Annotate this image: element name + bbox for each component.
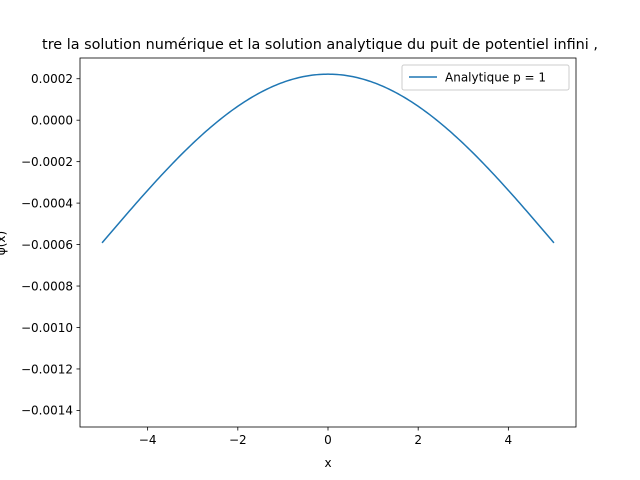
- series-line: [101, 73, 555, 244]
- x-tick-label: −2: [229, 433, 247, 447]
- x-tick-label: 2: [414, 433, 422, 447]
- y-tick-label: −0.0012: [21, 362, 73, 376]
- y-tick-label: −0.0004: [21, 196, 73, 210]
- x-tick-label: 0: [324, 433, 332, 447]
- x-axis-label: x: [324, 456, 331, 470]
- legend-frame: [401, 64, 570, 91]
- y-tick-label: −0.0002: [21, 155, 73, 169]
- chart-title: tre la solution numérique et la solution…: [42, 37, 598, 53]
- series-layer: [101, 73, 555, 244]
- legend: Analytique p = 1: [401, 64, 570, 91]
- legend-label: Analytique p = 1: [445, 71, 546, 85]
- x-tick-label: −4: [139, 433, 157, 447]
- y-tick-label: −0.0014: [21, 404, 73, 418]
- y-tick-label: −0.0010: [21, 321, 73, 335]
- y-tick-label: −0.0008: [21, 279, 73, 293]
- y-axis-label: ψ(x): [0, 231, 8, 255]
- x-axis-ticks: −4 −2 0 2 4: [139, 427, 512, 447]
- x-tick-label: 4: [505, 433, 513, 447]
- y-axis-ticks: 0.0002 0.0000 −0.0002 −0.0004 −0.0006 −0.0008…: [21, 72, 80, 418]
- y-tick-label: 0.0000: [31, 113, 73, 127]
- y-tick-label: 0.0002: [31, 72, 73, 86]
- y-tick-label: −0.0006: [21, 238, 73, 252]
